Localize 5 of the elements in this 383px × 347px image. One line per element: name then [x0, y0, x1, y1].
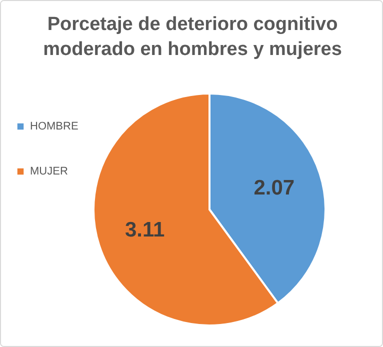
legend-label: HOMBRE [30, 120, 78, 132]
chart-title: Porcetaje de deterioro cognitivo moderado en hombres y mujeres [43, 14, 342, 60]
data-label: 2.07 [254, 176, 295, 200]
legend-label: MUJER [30, 166, 68, 178]
data-label: 3.11 [124, 218, 166, 242]
